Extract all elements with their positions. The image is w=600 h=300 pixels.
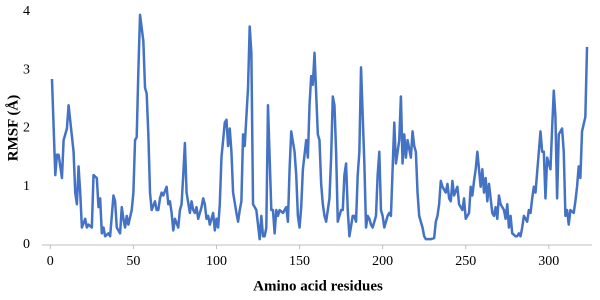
- y-tick-label: 2: [23, 121, 30, 136]
- x-axis-title: Amino acid residues: [253, 278, 383, 294]
- y-tick-label: 0: [23, 237, 30, 252]
- x-tick-label: 250: [455, 254, 476, 269]
- x-tick-label: 0: [47, 254, 54, 269]
- x-tick-label: 200: [372, 254, 393, 269]
- y-tick-label: 4: [23, 4, 30, 19]
- x-tick-label: 50: [126, 254, 140, 269]
- x-tick-label: 100: [206, 254, 227, 269]
- y-axis-title: RMSF (Å): [5, 95, 21, 162]
- y-tick-label: 1: [23, 179, 30, 194]
- data-line: [50, 13, 589, 241]
- y-tick-label: 3: [23, 62, 30, 77]
- x-tick-label: 150: [289, 254, 310, 269]
- x-tick-label: 300: [538, 254, 559, 269]
